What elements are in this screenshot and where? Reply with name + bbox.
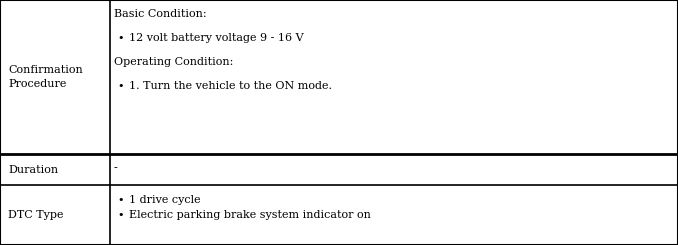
Text: 1 drive cycle: 1 drive cycle	[129, 195, 201, 205]
Text: 1. Turn the vehicle to the ON mode.: 1. Turn the vehicle to the ON mode.	[129, 82, 332, 91]
Text: Confirmation
Procedure: Confirmation Procedure	[8, 64, 83, 89]
Text: •: •	[117, 195, 124, 205]
Text: •: •	[117, 82, 124, 91]
Text: Operating Condition:: Operating Condition:	[114, 58, 233, 68]
Text: Duration: Duration	[8, 165, 58, 174]
Text: -: -	[114, 163, 118, 173]
Text: •: •	[117, 34, 124, 44]
Text: DTC Type: DTC Type	[8, 210, 64, 220]
Text: 12 volt battery voltage 9 - 16 V: 12 volt battery voltage 9 - 16 V	[129, 34, 304, 44]
Text: Basic Condition:: Basic Condition:	[114, 10, 207, 20]
Text: Electric parking brake system indicator on: Electric parking brake system indicator …	[129, 210, 371, 220]
Text: •: •	[117, 210, 124, 220]
